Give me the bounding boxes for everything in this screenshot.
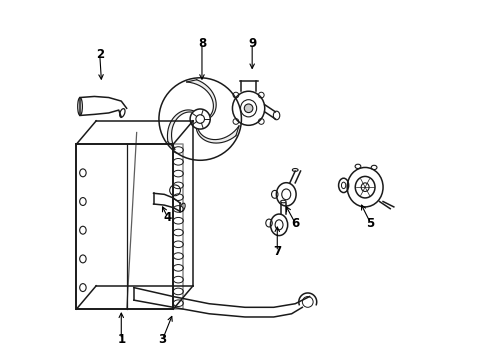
Text: 3: 3: [158, 333, 167, 346]
Text: 4: 4: [164, 211, 172, 224]
Text: 1: 1: [117, 333, 125, 346]
Polygon shape: [196, 126, 239, 143]
Circle shape: [245, 104, 253, 113]
Text: 8: 8: [198, 37, 206, 50]
Text: 9: 9: [248, 37, 256, 50]
Bar: [76, 144, 173, 309]
Text: 6: 6: [291, 216, 299, 230]
Polygon shape: [168, 110, 193, 149]
Polygon shape: [187, 80, 216, 117]
Text: 2: 2: [96, 48, 104, 61]
Text: 5: 5: [367, 216, 375, 230]
Text: 7: 7: [273, 245, 281, 258]
